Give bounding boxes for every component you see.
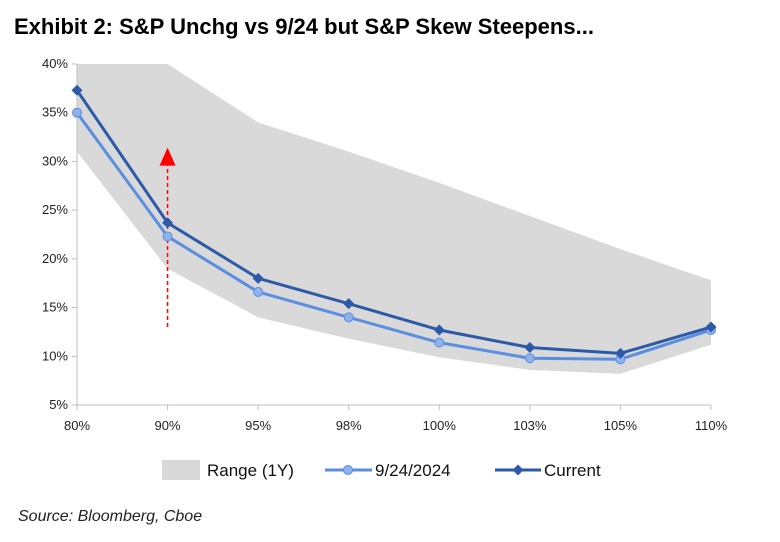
data-point bbox=[434, 337, 445, 348]
data-point bbox=[524, 342, 536, 354]
range-band bbox=[77, 64, 711, 374]
legend-label-series: Current bbox=[544, 461, 601, 480]
data-point bbox=[162, 217, 174, 229]
series-9-24-2024 bbox=[72, 107, 716, 365]
y-tick-label: 30% bbox=[42, 153, 68, 168]
data-point bbox=[512, 464, 524, 476]
x-tick-label: 90% bbox=[155, 418, 181, 433]
data-point bbox=[524, 353, 535, 364]
x-tick-label: 103% bbox=[513, 418, 547, 433]
x-tick-label: 80% bbox=[64, 418, 90, 433]
x-tick-label: 105% bbox=[604, 418, 638, 433]
x-tick-label: 110% bbox=[695, 418, 728, 433]
data-point bbox=[343, 298, 355, 310]
source-note: Source: Bloomberg, Cboe bbox=[18, 508, 203, 525]
series-line bbox=[75, 111, 712, 361]
data-point bbox=[343, 465, 353, 475]
data-point bbox=[71, 84, 83, 96]
y-tick-label: 15% bbox=[42, 300, 68, 315]
data-point bbox=[705, 321, 717, 333]
series-current bbox=[71, 84, 717, 359]
data-point bbox=[72, 107, 82, 118]
axis-layer: 5% 10% 15% 20% 25% 30% 35% 40% 80% 90% 95% 98% 100% 1… bbox=[42, 56, 728, 433]
x-tick-label: 100% bbox=[423, 418, 457, 433]
y-tick-label: 25% bbox=[42, 202, 68, 217]
line-chart: 5% 10% 15% 20% 25% 30% 35% 40% 80% 90% 95% 98% 100% 1… bbox=[42, 56, 728, 480]
data-point bbox=[343, 312, 354, 323]
annotation-layer bbox=[159, 147, 176, 328]
range-band-layer bbox=[77, 64, 711, 374]
y-tick-label: 10% bbox=[42, 348, 68, 363]
data-point bbox=[614, 347, 626, 359]
data-point bbox=[253, 286, 264, 297]
legend: Range (1Y) 9/24/2024 Current bbox=[162, 460, 601, 480]
y-tick-label: 35% bbox=[42, 105, 68, 120]
series-line bbox=[75, 89, 712, 355]
y-tick-label: 40% bbox=[42, 56, 68, 71]
x-tick-label: 95% bbox=[245, 418, 271, 433]
y-tick-label: 5% bbox=[49, 397, 68, 412]
data-point bbox=[252, 272, 264, 284]
legend-swatch-range bbox=[162, 460, 200, 480]
legend-label-series: 9/24/2024 bbox=[375, 461, 451, 480]
y-tick-label: 20% bbox=[42, 251, 68, 266]
data-point bbox=[433, 324, 445, 336]
chart-title: Exhibit 2: S&P Unchg vs 9/24 but S&P Ske… bbox=[14, 14, 594, 39]
x-tick-label: 98% bbox=[336, 418, 362, 433]
series-layer bbox=[71, 84, 717, 365]
legend-label-range: Range (1Y) bbox=[207, 461, 294, 480]
annotation-arrow-head bbox=[159, 147, 176, 166]
data-point bbox=[162, 231, 173, 242]
